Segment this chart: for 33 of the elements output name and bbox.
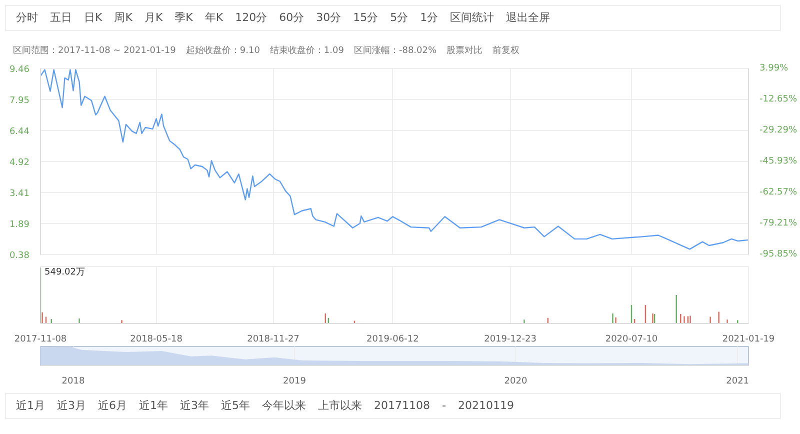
x-tick-label: 2021-01-19 [722, 334, 775, 344]
y-tick-label: 6.44 [9, 126, 30, 137]
y2-tick-label: -12.65% [760, 94, 798, 104]
y-tick-label: 7.95 [9, 96, 30, 106]
y2-tick-label: 3.99% [760, 64, 789, 74]
x-tick-label: 2017-11-08 [14, 334, 67, 344]
x-tick-label: 2019-06-12 [366, 334, 419, 344]
x-tick-label: 2018-11-27 [247, 334, 300, 344]
x-tick-label: 2020-07-10 [605, 334, 658, 344]
text: 区间涨幅：-88.02% [354, 46, 437, 56]
y-tick-label: 1.89 [9, 220, 30, 230]
line-series [40, 69, 748, 250]
x-tick-label: 2019 [283, 376, 306, 386]
x-tick-label: 2020 [504, 376, 528, 386]
y-tick-label: 3.41 [9, 188, 30, 199]
x-tick-label: 2021 [726, 376, 750, 386]
y-tick-label: 0.38 [9, 251, 30, 261]
y2-tick-label: -45.93% [760, 156, 798, 166]
y2-tick-label: -29.29% [760, 126, 798, 136]
y-tick-label: 9.46 [9, 65, 30, 75]
x-tick-label: 2018-05-18 [130, 334, 183, 344]
text: 起始收盘价：9.10 [186, 46, 260, 56]
annotation: 549.02万 [44, 268, 85, 278]
y2-tick-label: -79.21% [760, 218, 798, 228]
y-tick-label: 4.92 [9, 158, 30, 168]
y2-tick-label: -62.57% [760, 188, 798, 198]
text: 股票对比 [446, 46, 483, 56]
text: 前复权 [492, 46, 520, 56]
text: 结束收盘价：1.09 [270, 46, 344, 56]
y2-tick-label: -95.85% [760, 250, 798, 260]
x-tick-label: 2019-12-23 [484, 334, 536, 344]
x-tick-label: 2018 [62, 376, 85, 386]
text: 区间范围：2017-11-08 ~ 2021-01-19 [13, 46, 176, 56]
